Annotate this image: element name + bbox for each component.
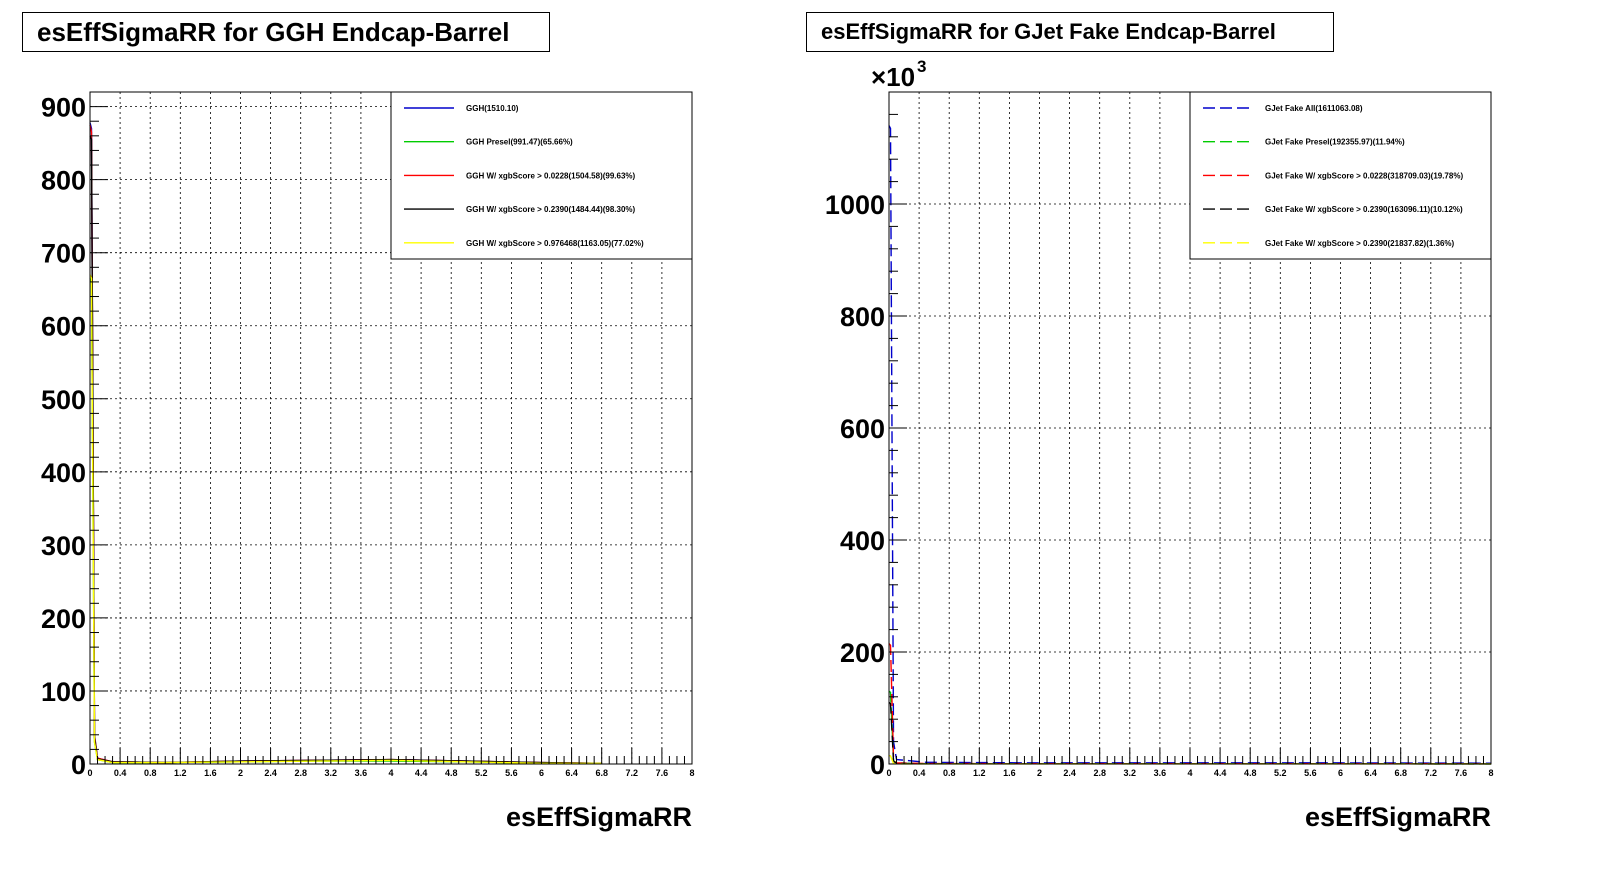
x-tick-label: 0 bbox=[87, 768, 92, 778]
x-tick-label: 2.4 bbox=[1063, 768, 1076, 778]
legend-label: GJet Fake Presel(192355.97)(11.94%) bbox=[1265, 138, 1405, 147]
legend-label: GJet Fake All(1611063.08) bbox=[1265, 104, 1363, 113]
legend: GJet Fake All(1611063.08) GJet Fake Prese… bbox=[1189, 91, 1492, 260]
legend-label: GJet Fake W/ xgbScore > 0.2390(163096.11… bbox=[1265, 205, 1463, 214]
x-tick-label: 1.6 bbox=[1003, 768, 1016, 778]
x-tick-label: 5.2 bbox=[1274, 768, 1287, 778]
y-tick-label: 0 bbox=[870, 750, 885, 780]
x-tick-label: 6.8 bbox=[595, 768, 608, 778]
x-tick-label: 0.4 bbox=[114, 768, 127, 778]
x-tick-label: 4 bbox=[388, 768, 393, 778]
x-tick-label: 2.8 bbox=[294, 768, 307, 778]
x-tick-label: 0 bbox=[886, 768, 891, 778]
x-tick-label: 2.4 bbox=[264, 768, 277, 778]
y-tick-label: 600 bbox=[840, 414, 885, 444]
chart-title: esEffSigmaRR for GJet Fake Endcap-Barrel bbox=[806, 12, 1334, 52]
x-tick-label: 6.4 bbox=[1364, 768, 1377, 778]
y-tick-label: 800 bbox=[840, 302, 885, 332]
y-tick-label: 300 bbox=[41, 531, 86, 561]
x-tick-label: 1.6 bbox=[204, 768, 217, 778]
y-axis: 0 100 200 300 400 500 600 700 800 900 bbox=[41, 93, 108, 780]
x-tick-label: 8 bbox=[689, 768, 694, 778]
chart-ggh: 0 0.4 0.8 1.2 1.6 2 2.4 2.8 3.2 3.6 4 4.4 4.8 5.2 5.6 6… bbox=[41, 91, 695, 832]
x-axis-label: esEffSigmaRR bbox=[1305, 802, 1491, 832]
y-tick-label: 200 bbox=[41, 604, 86, 634]
legend-label: GJet Fake W/ xgbScore > 0.0228(318709.03… bbox=[1265, 171, 1463, 180]
x-tick-label: 6.8 bbox=[1394, 768, 1407, 778]
x-tick-label: 7.6 bbox=[656, 768, 669, 778]
y-multiplier: ×10 bbox=[871, 62, 915, 92]
y-tick-label: 500 bbox=[41, 385, 86, 415]
y-tick-label: 400 bbox=[41, 458, 86, 488]
x-tick-label: 1.2 bbox=[174, 768, 187, 778]
x-tick-label: 8 bbox=[1488, 768, 1493, 778]
chart-gjet: 0 0.4 0.8 1.2 1.6 2 2.4 2.8 3.2 3.6 4 4.4 4.8 5.2 5.6 6… bbox=[825, 57, 1494, 832]
x-axis-label: esEffSigmaRR bbox=[506, 802, 692, 832]
x-tick-label: 4.4 bbox=[415, 768, 428, 778]
x-tick-label: 2 bbox=[1037, 768, 1042, 778]
x-tick-label: 1.2 bbox=[973, 768, 986, 778]
legend-label: GGH W/ xgbScore > 0.976468(1163.05)(77.0… bbox=[466, 239, 644, 248]
x-tick-label: 3.6 bbox=[1154, 768, 1167, 778]
x-tick-label: 3.2 bbox=[325, 768, 338, 778]
y-tick-label: 1000 bbox=[825, 190, 885, 220]
legend: GGH(1510.10) GGH Presel(991.47)(65.66%) GG… bbox=[390, 91, 693, 260]
y-tick-label: 900 bbox=[41, 93, 86, 123]
y-tick-label: 700 bbox=[41, 239, 86, 269]
legend-label: GGH W/ xgbScore > 0.2390(1484.44)(98.30%… bbox=[466, 205, 636, 214]
x-tick-label: 2.8 bbox=[1093, 768, 1106, 778]
chart-panel-ggh: esEffSigmaRR for GGH Endcap-Barrel 0 0.4 0… bbox=[22, 12, 695, 832]
x-tick-label: 7.2 bbox=[1425, 768, 1438, 778]
y-tick-label: 100 bbox=[41, 677, 86, 707]
legend-label: GGH(1510.10) bbox=[466, 104, 519, 113]
x-axis: 0 0.4 0.8 1.2 1.6 2 2.4 2.8 3.2 3.6 4 4.4 4.8 5.2 5.6 6… bbox=[886, 748, 1494, 778]
x-tick-label: 0.8 bbox=[943, 768, 956, 778]
x-tick-label: 7.2 bbox=[626, 768, 639, 778]
y-tick-label: 0 bbox=[71, 750, 86, 780]
x-tick-label: 3.6 bbox=[355, 768, 368, 778]
x-tick-label: 6 bbox=[1338, 768, 1343, 778]
legend-label: GGH Presel(991.47)(65.66%) bbox=[466, 138, 573, 147]
y-tick-label: 600 bbox=[41, 312, 86, 342]
chart-panel-gjet: esEffSigmaRR for GJet Fake Endcap-Barrel… bbox=[799, 0, 1598, 874]
x-tick-label: 2 bbox=[238, 768, 243, 778]
y-tick-label: 400 bbox=[840, 526, 885, 556]
y-tick-label: 200 bbox=[840, 638, 885, 668]
chart-title: esEffSigmaRR for GGH Endcap-Barrel bbox=[22, 12, 550, 52]
x-tick-label: 7.6 bbox=[1455, 768, 1468, 778]
y-tick-label: 800 bbox=[41, 166, 86, 196]
x-tick-label: 4.8 bbox=[445, 768, 458, 778]
legend-label: GGH W/ xgbScore > 0.0228(1504.58)(99.63%… bbox=[466, 171, 636, 180]
x-tick-label: 4 bbox=[1187, 768, 1192, 778]
x-tick-label: 6.4 bbox=[565, 768, 578, 778]
series-line-1 bbox=[89, 277, 602, 764]
x-tick-label: 4.8 bbox=[1244, 768, 1257, 778]
legend-label: GJet Fake W/ xgbScore > 0.2390(21837.82)… bbox=[1265, 239, 1455, 248]
x-tick-label: 4.4 bbox=[1214, 768, 1227, 778]
x-tick-label: 0.4 bbox=[913, 768, 926, 778]
x-tick-label: 3.2 bbox=[1124, 768, 1137, 778]
x-tick-label: 5.6 bbox=[505, 768, 518, 778]
x-tick-label: 5.6 bbox=[1304, 768, 1317, 778]
y-axis: 0 200 400 600 800 1000 bbox=[825, 113, 907, 780]
x-tick-label: 5.2 bbox=[475, 768, 488, 778]
x-axis: 0 0.4 0.8 1.2 1.6 2 2.4 2.8 3.2 3.6 4 4.4 4.8 5.2 5.6 6… bbox=[87, 748, 695, 778]
x-tick-label: 0.8 bbox=[144, 768, 157, 778]
x-tick-label: 6 bbox=[539, 768, 544, 778]
series-line-4 bbox=[89, 274, 602, 764]
y-multiplier-exponent: 3 bbox=[917, 57, 926, 76]
